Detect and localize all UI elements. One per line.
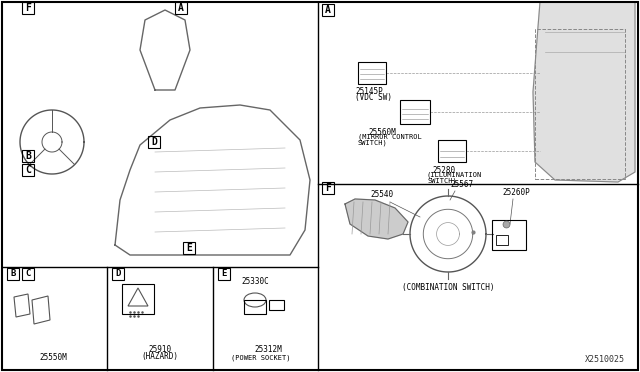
Text: D: D — [115, 269, 121, 279]
Text: C: C — [25, 165, 31, 175]
Bar — [22, 268, 34, 280]
Bar — [269, 300, 284, 310]
Text: C: C — [26, 269, 31, 279]
Text: E: E — [221, 269, 227, 279]
Text: 25280: 25280 — [432, 166, 455, 175]
Text: (VDC SW): (VDC SW) — [355, 93, 392, 102]
Bar — [22, 164, 34, 176]
Bar — [322, 4, 334, 16]
Bar — [322, 182, 334, 194]
Text: (COMBINATION SWITCH): (COMBINATION SWITCH) — [402, 283, 494, 292]
Text: A: A — [325, 5, 331, 15]
Polygon shape — [345, 199, 408, 239]
Bar — [122, 284, 154, 314]
Bar — [244, 300, 266, 314]
Text: (POWER SOCKET): (POWER SOCKET) — [231, 355, 291, 361]
Text: 25330C: 25330C — [241, 277, 269, 286]
Text: B: B — [25, 151, 31, 161]
Text: X2510025: X2510025 — [585, 355, 625, 364]
Bar — [535, 29, 625, 179]
Text: SWITCH): SWITCH) — [427, 178, 457, 185]
Text: 25560M: 25560M — [368, 128, 396, 137]
Text: 25910: 25910 — [148, 345, 172, 354]
Bar — [148, 136, 160, 148]
Bar — [218, 268, 230, 280]
Text: F: F — [25, 3, 31, 13]
Polygon shape — [533, 2, 635, 182]
Bar — [438, 140, 466, 162]
Bar — [492, 220, 526, 250]
Text: (ILLUMINATION: (ILLUMINATION — [427, 172, 483, 179]
Text: (MIRROR CONTROL: (MIRROR CONTROL — [358, 134, 422, 141]
Text: (HAZARD): (HAZARD) — [141, 352, 179, 361]
Text: F: F — [325, 183, 331, 193]
Text: 25567: 25567 — [451, 180, 474, 189]
Text: E: E — [186, 243, 192, 253]
Bar — [112, 268, 124, 280]
Text: 25312M: 25312M — [254, 345, 282, 354]
Text: 25550M: 25550M — [39, 353, 67, 362]
Bar — [175, 2, 187, 14]
Text: 25540: 25540 — [371, 190, 394, 199]
Bar — [358, 62, 386, 84]
Bar — [7, 268, 19, 280]
Bar — [22, 150, 34, 162]
Text: A: A — [178, 3, 184, 13]
Ellipse shape — [244, 293, 266, 307]
Text: 25260P: 25260P — [502, 188, 530, 197]
Bar — [22, 2, 34, 14]
Bar — [496, 235, 508, 245]
Bar — [400, 100, 430, 124]
Text: D: D — [151, 137, 157, 147]
Text: 25145P: 25145P — [355, 87, 383, 96]
Text: B: B — [10, 269, 16, 279]
Text: SWITCH): SWITCH) — [358, 140, 388, 147]
Bar — [183, 242, 195, 254]
